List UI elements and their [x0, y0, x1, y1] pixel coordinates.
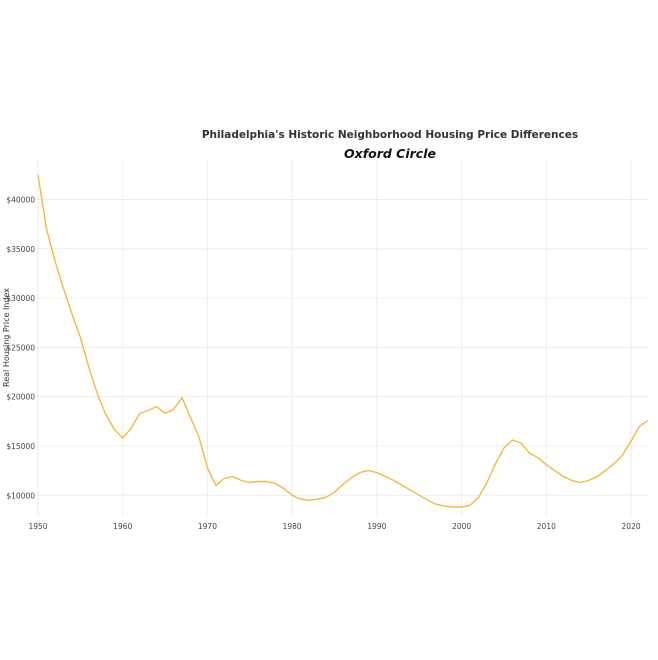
y-tick-label: $35000 — [6, 245, 35, 254]
y-tick-label: $10000 — [6, 491, 35, 500]
y-tick-label: $25000 — [6, 343, 35, 352]
y-tick-label: $15000 — [6, 442, 35, 451]
y-axis-label: Real Housing Price Index — [2, 288, 11, 387]
series-line — [37, 174, 649, 508]
y-tick-label: $30000 — [6, 294, 35, 303]
x-tick-label: 1960 — [113, 522, 132, 531]
y-tick-label: $20000 — [6, 393, 35, 402]
x-tick-label: 1950 — [28, 522, 47, 531]
x-tick-label: 2010 — [537, 522, 556, 531]
x-tick-label: 1970 — [198, 522, 217, 531]
x-tick-label: 1990 — [367, 522, 386, 531]
chart-subtitle: Oxford Circle — [344, 146, 436, 161]
x-tick-label: 1980 — [283, 522, 302, 531]
x-tick-label: 2020 — [622, 522, 641, 531]
chart-title: Philadelphia's Historic Neighborhood Hou… — [201, 129, 579, 141]
x-tick-label: 2000 — [452, 522, 471, 531]
y-tick-label: $40000 — [6, 195, 35, 204]
